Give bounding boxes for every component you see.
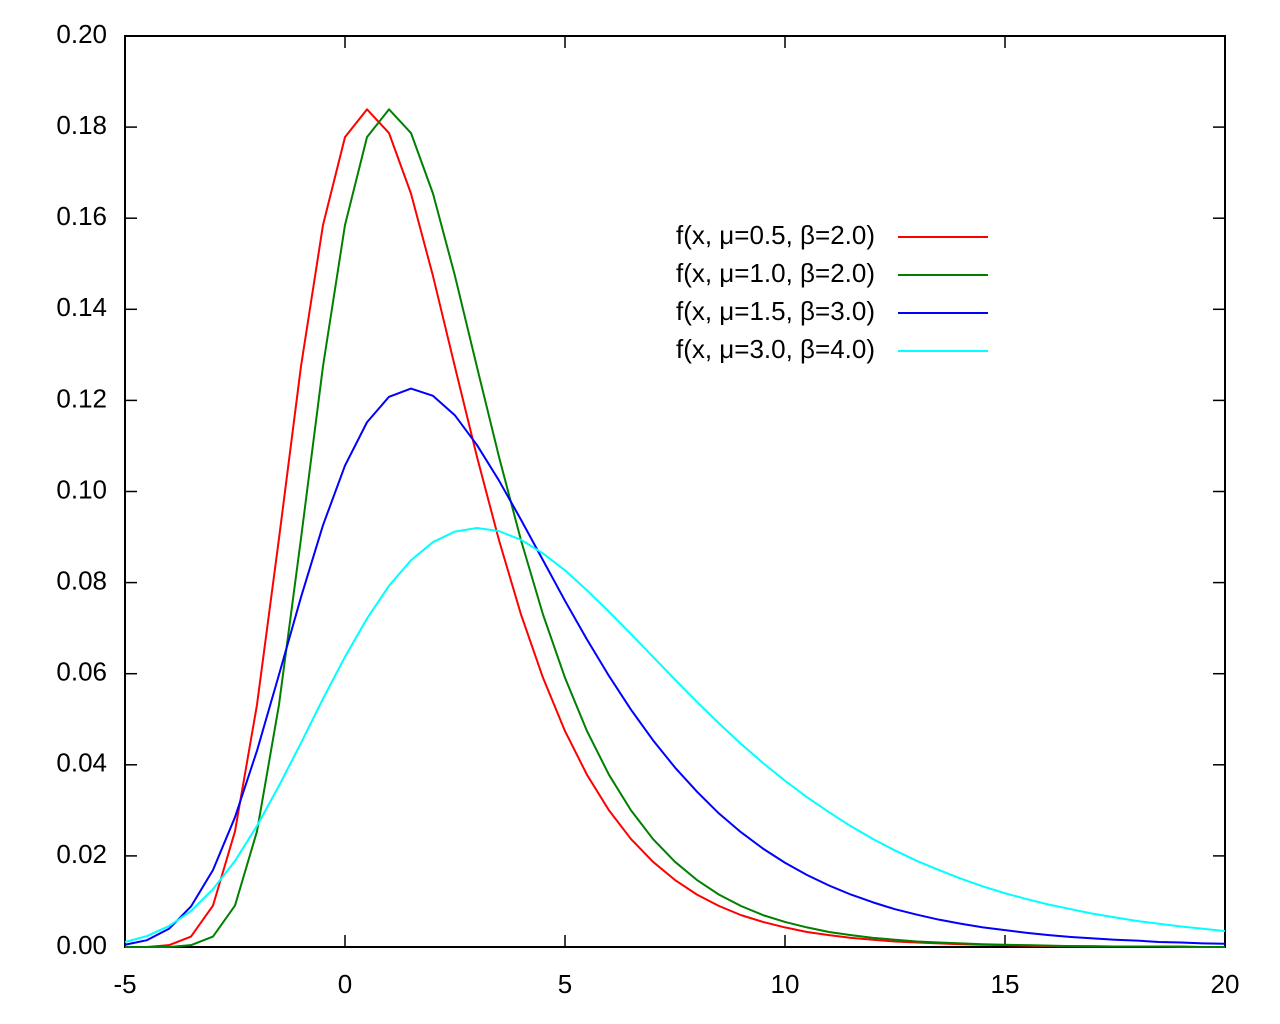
legend-label: f(x, μ=1.0, β=2.0): [676, 258, 875, 288]
series-line: [125, 108, 1225, 948]
x-tick-label: 10: [771, 969, 800, 999]
y-tick-label: 0.02: [56, 839, 107, 869]
y-tick-label: 0.04: [56, 748, 107, 778]
x-tick-label: 0: [338, 969, 352, 999]
series-line: [124, 526, 1226, 943]
y-tick-label: 0.08: [56, 565, 107, 595]
y-tick-label: 0.10: [56, 474, 107, 504]
y-tick-label: 0.20: [56, 19, 107, 49]
y-tick-label: 0.14: [56, 292, 107, 322]
x-tick-label: 20: [1211, 969, 1240, 999]
x-tick-label: 5: [558, 969, 572, 999]
legend-label: f(x, μ=3.0, β=4.0): [676, 334, 875, 364]
y-tick-label: 0.00: [56, 930, 107, 960]
x-tick-label: -5: [113, 969, 136, 999]
plot-frame: [124, 35, 1226, 948]
y-tick-label: 0.18: [56, 110, 107, 140]
y-tick-label: 0.12: [56, 383, 107, 413]
legend-label: f(x, μ=1.5, β=3.0): [676, 296, 875, 326]
y-tick-label: 0.16: [56, 201, 107, 231]
y-tick-label: 0.06: [56, 657, 107, 687]
series-line: [124, 387, 1226, 946]
legend-label: f(x, μ=0.5, β=2.0): [676, 220, 875, 250]
x-tick-label: 15: [991, 969, 1020, 999]
